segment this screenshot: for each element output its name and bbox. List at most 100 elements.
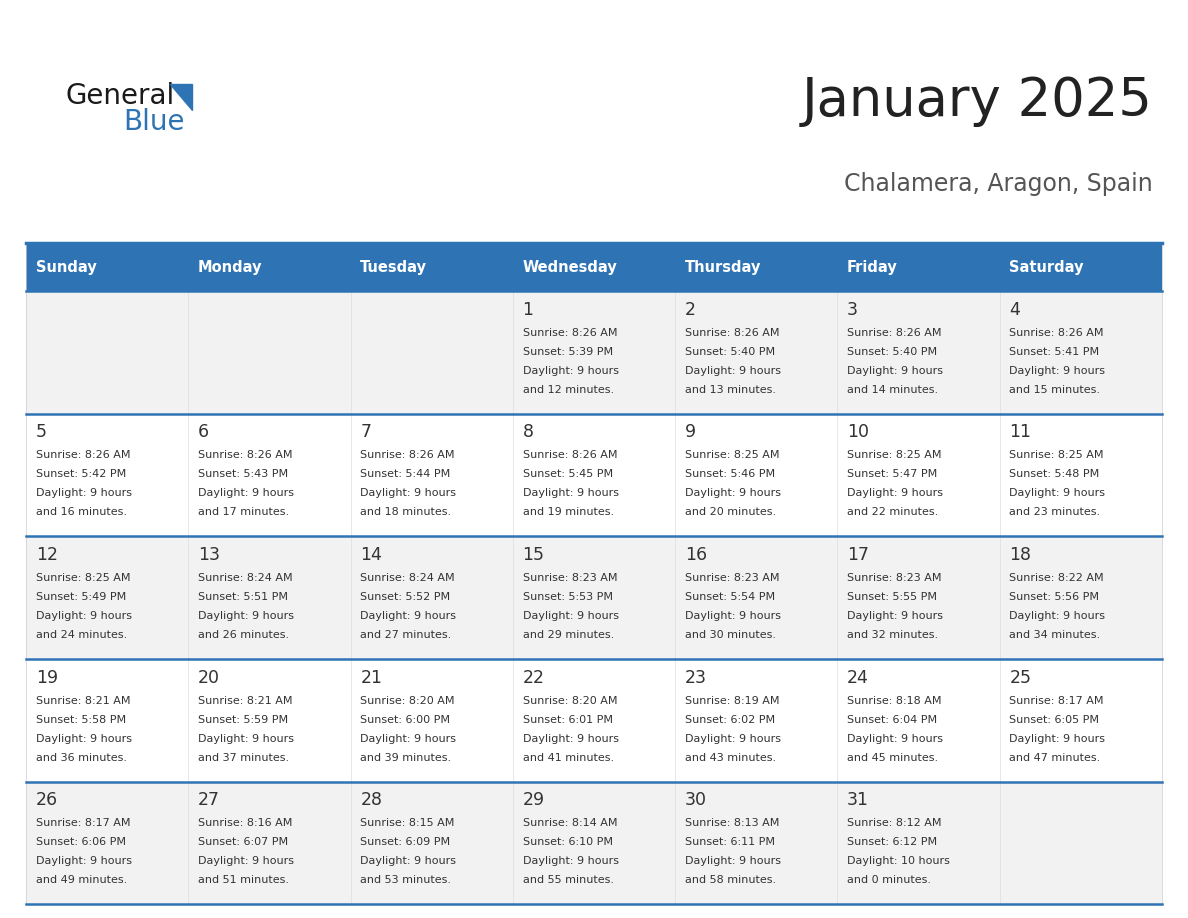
- Text: 1: 1: [523, 301, 533, 319]
- Text: and 22 minutes.: and 22 minutes.: [847, 508, 939, 518]
- Text: and 39 minutes.: and 39 minutes.: [360, 753, 451, 763]
- Text: 18: 18: [1010, 546, 1031, 564]
- Text: and 37 minutes.: and 37 minutes.: [198, 753, 289, 763]
- Text: and 32 minutes.: and 32 minutes.: [847, 630, 939, 640]
- Text: Sunset: 6:06 PM: Sunset: 6:06 PM: [36, 837, 126, 847]
- Text: Sunset: 5:41 PM: Sunset: 5:41 PM: [1010, 347, 1099, 357]
- Text: Sunrise: 8:26 AM: Sunrise: 8:26 AM: [847, 328, 942, 338]
- Text: Saturday: Saturday: [1010, 260, 1083, 274]
- Text: Daylight: 9 hours: Daylight: 9 hours: [684, 365, 781, 375]
- Text: Sunrise: 8:14 AM: Sunrise: 8:14 AM: [523, 818, 617, 828]
- Text: Daylight: 9 hours: Daylight: 9 hours: [1010, 733, 1105, 744]
- Text: 4: 4: [1010, 301, 1020, 319]
- Text: Sunset: 5:44 PM: Sunset: 5:44 PM: [360, 469, 450, 479]
- Text: Daylight: 9 hours: Daylight: 9 hours: [1010, 488, 1105, 498]
- Text: and 18 minutes.: and 18 minutes.: [360, 508, 451, 518]
- Text: Daylight: 9 hours: Daylight: 9 hours: [684, 611, 781, 621]
- Text: Daylight: 9 hours: Daylight: 9 hours: [360, 856, 456, 867]
- Polygon shape: [170, 84, 192, 110]
- Text: 11: 11: [1010, 423, 1031, 442]
- Text: Sunset: 5:52 PM: Sunset: 5:52 PM: [360, 592, 450, 602]
- Text: Sunset: 5:46 PM: Sunset: 5:46 PM: [684, 469, 775, 479]
- Text: Sunrise: 8:12 AM: Sunrise: 8:12 AM: [847, 818, 942, 828]
- Text: and 24 minutes.: and 24 minutes.: [36, 630, 127, 640]
- Text: Sunset: 6:09 PM: Sunset: 6:09 PM: [360, 837, 450, 847]
- Text: and 12 minutes.: and 12 minutes.: [523, 385, 614, 395]
- Text: and 23 minutes.: and 23 minutes.: [1010, 508, 1100, 518]
- Text: 20: 20: [198, 668, 220, 687]
- Text: 26: 26: [36, 791, 58, 810]
- Text: 19: 19: [36, 668, 58, 687]
- Text: Sunday: Sunday: [36, 260, 96, 274]
- Text: 6: 6: [198, 423, 209, 442]
- Text: Monday: Monday: [198, 260, 263, 274]
- Text: 5: 5: [36, 423, 46, 442]
- Text: Daylight: 9 hours: Daylight: 9 hours: [847, 733, 943, 744]
- Text: Sunset: 5:56 PM: Sunset: 5:56 PM: [1010, 592, 1099, 602]
- Text: Daylight: 9 hours: Daylight: 9 hours: [36, 856, 132, 867]
- Text: Daylight: 9 hours: Daylight: 9 hours: [198, 733, 295, 744]
- Text: Sunset: 6:11 PM: Sunset: 6:11 PM: [684, 837, 775, 847]
- Text: Sunset: 6:02 PM: Sunset: 6:02 PM: [684, 715, 775, 724]
- Text: Sunrise: 8:19 AM: Sunrise: 8:19 AM: [684, 696, 779, 706]
- Text: Daylight: 9 hours: Daylight: 9 hours: [198, 611, 295, 621]
- Text: Daylight: 9 hours: Daylight: 9 hours: [847, 488, 943, 498]
- Text: 31: 31: [847, 791, 870, 810]
- Text: 24: 24: [847, 668, 868, 687]
- Text: 8: 8: [523, 423, 533, 442]
- Text: Daylight: 9 hours: Daylight: 9 hours: [36, 488, 132, 498]
- Text: 28: 28: [360, 791, 383, 810]
- Text: 3: 3: [847, 301, 858, 319]
- Text: Sunrise: 8:20 AM: Sunrise: 8:20 AM: [523, 696, 617, 706]
- Text: Sunset: 5:54 PM: Sunset: 5:54 PM: [684, 592, 775, 602]
- Text: and 41 minutes.: and 41 minutes.: [523, 753, 614, 763]
- Text: 22: 22: [523, 668, 544, 687]
- Text: Sunrise: 8:26 AM: Sunrise: 8:26 AM: [523, 328, 617, 338]
- Text: Daylight: 9 hours: Daylight: 9 hours: [684, 733, 781, 744]
- Text: Thursday: Thursday: [684, 260, 762, 274]
- Text: Blue: Blue: [124, 108, 185, 137]
- Bar: [26, 291, 1162, 414]
- Bar: [675, 243, 838, 291]
- Text: and 58 minutes.: and 58 minutes.: [684, 876, 776, 885]
- Text: Sunrise: 8:26 AM: Sunrise: 8:26 AM: [684, 328, 779, 338]
- Text: 12: 12: [36, 546, 58, 564]
- Text: Sunrise: 8:18 AM: Sunrise: 8:18 AM: [847, 696, 942, 706]
- Text: Sunset: 6:07 PM: Sunset: 6:07 PM: [198, 837, 289, 847]
- Text: Daylight: 9 hours: Daylight: 9 hours: [847, 365, 943, 375]
- Text: Daylight: 9 hours: Daylight: 9 hours: [847, 611, 943, 621]
- Text: Daylight: 9 hours: Daylight: 9 hours: [684, 856, 781, 867]
- Text: and 45 minutes.: and 45 minutes.: [847, 753, 939, 763]
- Text: Sunrise: 8:21 AM: Sunrise: 8:21 AM: [36, 696, 131, 706]
- Text: and 49 minutes.: and 49 minutes.: [36, 876, 127, 885]
- Text: 27: 27: [198, 791, 220, 810]
- Text: Daylight: 9 hours: Daylight: 9 hours: [684, 488, 781, 498]
- Text: Daylight: 10 hours: Daylight: 10 hours: [847, 856, 950, 867]
- Text: 7: 7: [360, 423, 372, 442]
- Text: Tuesday: Tuesday: [360, 260, 428, 274]
- Text: Daylight: 9 hours: Daylight: 9 hours: [198, 856, 295, 867]
- Text: and 17 minutes.: and 17 minutes.: [198, 508, 289, 518]
- Text: Daylight: 9 hours: Daylight: 9 hours: [523, 488, 619, 498]
- Text: Daylight: 9 hours: Daylight: 9 hours: [198, 488, 295, 498]
- Text: 17: 17: [847, 546, 870, 564]
- Text: Sunrise: 8:25 AM: Sunrise: 8:25 AM: [847, 451, 942, 461]
- Text: and 16 minutes.: and 16 minutes.: [36, 508, 127, 518]
- Text: and 51 minutes.: and 51 minutes.: [198, 876, 289, 885]
- Text: and 26 minutes.: and 26 minutes.: [198, 630, 289, 640]
- Text: Sunrise: 8:26 AM: Sunrise: 8:26 AM: [523, 451, 617, 461]
- Text: Sunset: 5:59 PM: Sunset: 5:59 PM: [198, 715, 289, 724]
- Text: 29: 29: [523, 791, 545, 810]
- Text: Sunrise: 8:26 AM: Sunrise: 8:26 AM: [360, 451, 455, 461]
- Bar: [26, 781, 1162, 904]
- Text: Sunset: 6:04 PM: Sunset: 6:04 PM: [847, 715, 937, 724]
- Text: Sunrise: 8:25 AM: Sunrise: 8:25 AM: [36, 573, 131, 583]
- Text: and 19 minutes.: and 19 minutes.: [523, 508, 614, 518]
- Text: Sunset: 6:01 PM: Sunset: 6:01 PM: [523, 715, 613, 724]
- Text: Daylight: 9 hours: Daylight: 9 hours: [1010, 365, 1105, 375]
- Text: Daylight: 9 hours: Daylight: 9 hours: [360, 733, 456, 744]
- Text: and 13 minutes.: and 13 minutes.: [684, 385, 776, 395]
- Text: Sunrise: 8:23 AM: Sunrise: 8:23 AM: [523, 573, 617, 583]
- Text: Sunset: 5:49 PM: Sunset: 5:49 PM: [36, 592, 126, 602]
- Text: Sunset: 5:58 PM: Sunset: 5:58 PM: [36, 715, 126, 724]
